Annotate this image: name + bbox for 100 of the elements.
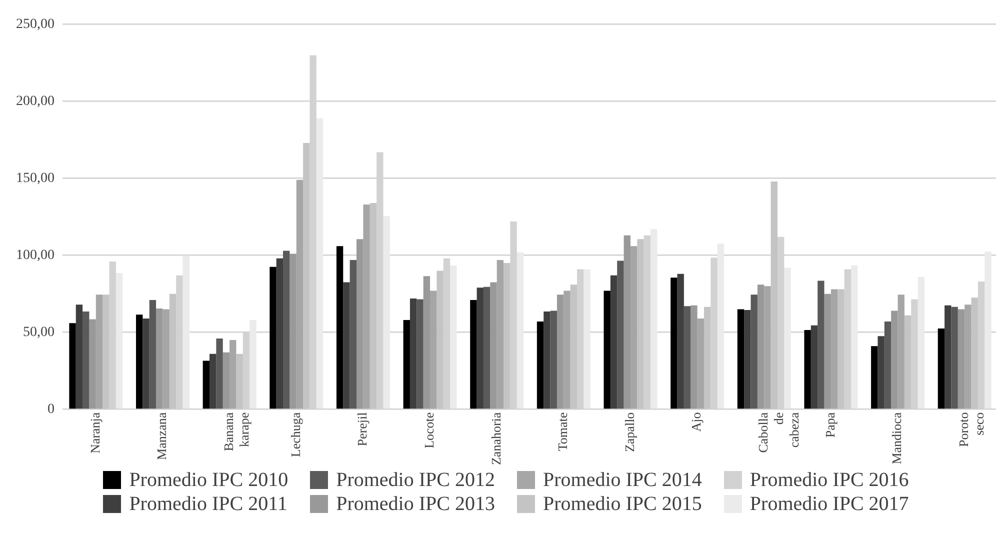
legend-label: Promedio IPC 2011 [129, 492, 288, 516]
x-tick-label: Poroto seco [956, 412, 987, 447]
bar [316, 118, 324, 409]
bar [350, 260, 357, 409]
bar [69, 323, 76, 409]
bar [270, 266, 276, 409]
y-tick-label: 0 [48, 402, 54, 417]
bar [210, 354, 216, 409]
bar [149, 300, 156, 409]
legend-label: Promedio IPC 2015 [543, 492, 702, 516]
bar [363, 204, 370, 409]
bar [830, 289, 838, 409]
bar [290, 254, 296, 409]
bar [142, 318, 150, 409]
bar [684, 306, 691, 409]
bar [296, 180, 304, 409]
bar [984, 251, 992, 409]
bar [116, 273, 123, 409]
y-tick-label: 100,00 [16, 248, 54, 264]
bar [624, 235, 630, 409]
bar [162, 309, 170, 409]
bar [276, 258, 284, 409]
bar [810, 325, 818, 409]
x-tick-label: Naranja [87, 412, 102, 454]
bar [650, 229, 658, 409]
bar [416, 299, 424, 409]
bar [476, 288, 484, 409]
bar [891, 310, 898, 409]
bar [630, 246, 638, 409]
x-tick-label: Locote [421, 412, 436, 448]
bar [750, 294, 758, 409]
bar [96, 294, 103, 409]
bar [850, 265, 858, 409]
bar [717, 244, 724, 409]
bar [610, 275, 618, 409]
bar [958, 309, 965, 409]
x-tick-label: Cabolla de cabeza [756, 412, 802, 453]
bar [918, 276, 924, 409]
bar [944, 305, 952, 409]
bar [898, 294, 904, 409]
bar [250, 320, 256, 409]
legend-label: Promedio IPC 2013 [336, 492, 495, 516]
bar [744, 310, 751, 409]
y-tick-label: 200,00 [16, 94, 54, 110]
x-tick-label: Lechuga [288, 412, 303, 458]
bar [182, 255, 190, 409]
bar [490, 282, 497, 409]
bar [336, 246, 344, 409]
bar [403, 320, 410, 409]
bar [690, 305, 698, 409]
bar [784, 268, 791, 409]
x-tick-label: Mandioca [889, 412, 904, 464]
bar [343, 282, 350, 409]
bar [516, 252, 524, 409]
bar [496, 260, 504, 409]
bar [878, 336, 884, 409]
y-tick-label: 150,00 [16, 171, 54, 186]
bar [483, 286, 490, 409]
bar [938, 328, 945, 409]
bar [544, 312, 550, 409]
bar [470, 300, 477, 409]
x-tick-label: Perejil [354, 412, 370, 446]
bar [824, 294, 831, 409]
bar [951, 306, 958, 409]
legend-label: Promedio IPC 2016 [750, 468, 909, 492]
bar [410, 298, 417, 409]
x-tick-label: Banana karape [220, 412, 252, 452]
bar [430, 290, 437, 409]
bar [76, 304, 83, 409]
bar [604, 290, 610, 409]
bar [136, 314, 143, 409]
bar [283, 250, 290, 409]
bar [697, 318, 704, 409]
bar [884, 322, 892, 409]
bar [216, 338, 223, 409]
legend-label: Promedio IPC 2010 [129, 468, 288, 492]
bar [82, 312, 90, 409]
bar [156, 308, 163, 409]
x-tick-label: Ajo [688, 412, 704, 432]
x-tick-label: Zanahoria [488, 412, 504, 466]
bar [556, 294, 564, 409]
x-tick-label: Zapallo [622, 412, 637, 452]
bar [536, 322, 544, 409]
legend-label: Promedio IPC 2017 [750, 492, 909, 516]
x-tick-label: Tomate [555, 412, 570, 452]
y-tick-label: 50,00 [23, 325, 54, 340]
bar [550, 310, 557, 409]
bar [230, 340, 236, 409]
x-tick-label: Papa [822, 412, 838, 438]
bar [757, 284, 764, 409]
bar [617, 260, 624, 409]
bar [677, 274, 684, 409]
bar [737, 309, 744, 409]
legend-label: Promedio IPC 2012 [336, 468, 495, 492]
bar [764, 286, 771, 409]
bar [450, 265, 457, 409]
bar [564, 290, 570, 409]
bar [964, 304, 972, 409]
bar [423, 276, 430, 409]
bar [89, 319, 96, 409]
